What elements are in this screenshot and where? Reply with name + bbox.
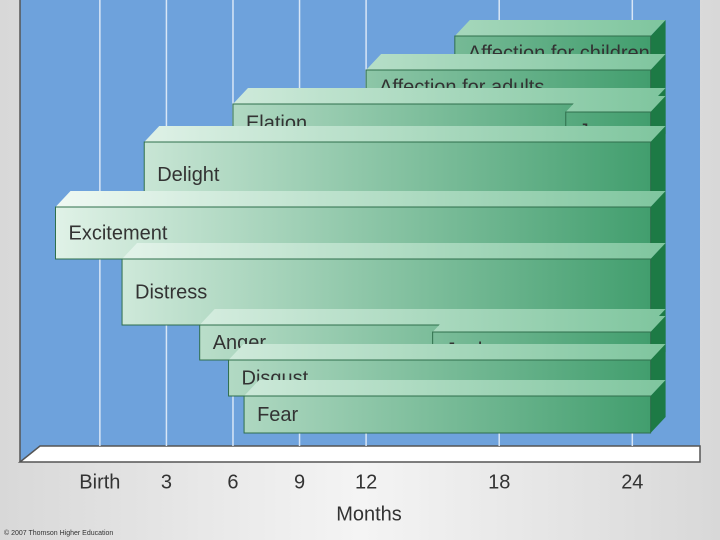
bar-top xyxy=(55,191,666,207)
bar-top xyxy=(565,96,666,112)
bar-label: Fear xyxy=(257,404,298,426)
floor xyxy=(17,445,701,463)
bar-side xyxy=(650,126,666,207)
x-tick-label: 12 xyxy=(355,471,377,493)
bar-top xyxy=(232,88,666,104)
bar-label: Delight xyxy=(157,164,220,186)
x-tick-label: 18 xyxy=(488,471,510,493)
bar-label: Excitement xyxy=(68,222,167,244)
bar-top xyxy=(454,20,666,36)
bar-top xyxy=(122,243,666,259)
x-tick-label: 6 xyxy=(227,471,238,493)
bar-top xyxy=(244,380,666,396)
bar-side xyxy=(650,191,666,259)
x-tick-label: 3 xyxy=(161,471,172,493)
bar-top xyxy=(144,126,666,142)
bar-top xyxy=(228,344,666,360)
bar-front xyxy=(243,395,652,434)
x-tick-label: 24 xyxy=(621,471,643,493)
bar-side xyxy=(650,380,666,433)
bar: Fear xyxy=(243,380,666,434)
x-tick-label: 9 xyxy=(294,471,305,493)
footnote: © 2007 Thomson Higher Education xyxy=(4,529,113,537)
bar-top xyxy=(366,54,666,70)
bar-label: Distress xyxy=(135,281,207,303)
bar-top xyxy=(432,316,666,332)
x-axis-label: Months xyxy=(336,503,402,525)
bar-side xyxy=(650,243,666,325)
x-tick-label: Birth xyxy=(79,471,120,493)
